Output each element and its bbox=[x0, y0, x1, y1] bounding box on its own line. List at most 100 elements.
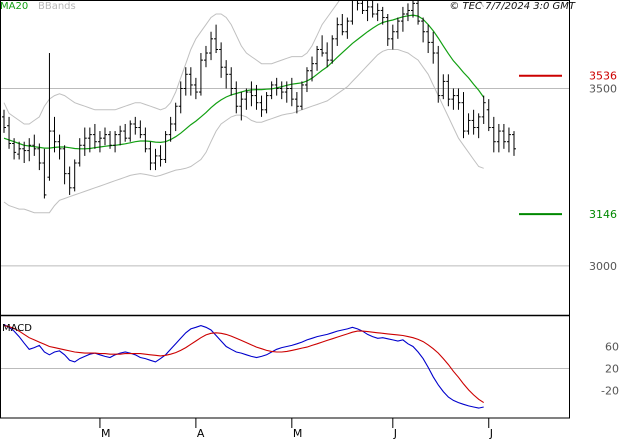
price-bar bbox=[356, 0, 360, 11]
price-bar bbox=[173, 102, 178, 132]
price-bar bbox=[365, 0, 370, 22]
price-bar bbox=[284, 81, 289, 103]
price-bar bbox=[360, 0, 365, 14]
price-bar bbox=[375, 3, 380, 22]
macd-title: MACD bbox=[2, 323, 32, 334]
price-tick-label: 3000 bbox=[589, 260, 617, 273]
price-levels: 3536 3146 bbox=[519, 70, 617, 221]
price-bar bbox=[214, 24, 219, 54]
price-bar bbox=[87, 127, 92, 153]
price-bar bbox=[198, 53, 203, 96]
price-bar bbox=[168, 116, 173, 142]
price-bar bbox=[133, 116, 138, 135]
price-bar bbox=[203, 45, 208, 68]
price-bar bbox=[411, 0, 416, 18]
price-bar bbox=[274, 77, 279, 96]
price-bar bbox=[491, 116, 496, 153]
price-bar bbox=[47, 53, 52, 181]
price-bar bbox=[330, 35, 335, 64]
price-tick-label: 3500 bbox=[589, 83, 617, 96]
price-bar bbox=[476, 113, 481, 139]
price-bar bbox=[239, 92, 244, 121]
price-grid bbox=[0, 88, 569, 267]
bb-upper-line bbox=[3, 0, 485, 125]
price-bar bbox=[72, 159, 77, 192]
chart-frame bbox=[0, 0, 570, 419]
price-panel: 3536 3146 3500 3000 bbox=[0, 0, 617, 273]
bbands-legend: BBands bbox=[38, 1, 76, 12]
price-bar bbox=[390, 24, 395, 50]
price-bar bbox=[22, 141, 27, 163]
price-bar bbox=[385, 14, 390, 46]
macd-lines bbox=[3, 324, 485, 409]
price-bar bbox=[289, 77, 294, 107]
price-bar bbox=[395, 17, 400, 39]
price-bar bbox=[441, 74, 446, 100]
price-bar bbox=[451, 88, 456, 110]
signal-line bbox=[3, 325, 485, 404]
price-bar bbox=[501, 123, 506, 149]
price-bar bbox=[42, 148, 47, 199]
price-bar bbox=[400, 6, 405, 32]
ma20-legend: MA20 bbox=[0, 1, 28, 12]
bb-lower-line bbox=[3, 49, 484, 214]
price-bar bbox=[82, 127, 87, 156]
price-bar bbox=[148, 141, 153, 171]
price-bar bbox=[244, 88, 249, 110]
macd-tick-label: 20 bbox=[605, 363, 619, 376]
price-bars bbox=[2, 0, 516, 199]
price-bar bbox=[259, 95, 264, 117]
time-tick-label: M bbox=[293, 427, 303, 440]
macd-tick-label: 60 bbox=[605, 341, 619, 354]
price-bar bbox=[446, 74, 451, 107]
price-bar bbox=[32, 134, 37, 156]
price-bar bbox=[224, 60, 229, 89]
price-bar bbox=[118, 125, 123, 146]
price-bar bbox=[27, 138, 32, 162]
price-bar bbox=[153, 148, 158, 171]
copyright-notice: © TEC 7/7/2024 3:0 GMT bbox=[449, 1, 576, 12]
price-bar bbox=[158, 145, 163, 167]
ma20-polyline bbox=[3, 14, 485, 150]
price-bar bbox=[229, 67, 234, 96]
price-bar bbox=[219, 42, 224, 78]
price-bar bbox=[97, 131, 102, 153]
time-tick-label: J bbox=[489, 427, 493, 440]
price-bar bbox=[294, 92, 299, 114]
price-bar bbox=[128, 120, 133, 142]
price-bar bbox=[143, 127, 148, 153]
price-bar bbox=[234, 81, 239, 114]
price-bar bbox=[496, 123, 501, 153]
price-bar bbox=[279, 81, 284, 100]
price-bar bbox=[426, 24, 431, 54]
macd-line bbox=[3, 324, 484, 409]
price-bar bbox=[57, 134, 62, 160]
price-bar bbox=[138, 120, 143, 139]
price-bar bbox=[77, 138, 82, 167]
price-bar bbox=[466, 113, 471, 135]
price-bar bbox=[108, 131, 113, 149]
macd-tick-label: -20 bbox=[601, 385, 619, 398]
macd-panel: 60 20 -20 MACD bbox=[0, 323, 619, 409]
resistance-label: 3536 bbox=[589, 70, 617, 83]
price-bar bbox=[52, 116, 57, 153]
price-bar bbox=[2, 109, 6, 133]
price-bar bbox=[183, 67, 188, 96]
price-bar bbox=[102, 127, 107, 146]
price-bar bbox=[209, 31, 214, 61]
price-bar bbox=[370, 0, 375, 18]
price-bar bbox=[512, 131, 516, 156]
price-bar bbox=[123, 123, 128, 142]
price-bar bbox=[320, 35, 325, 57]
price-bar bbox=[188, 67, 193, 96]
price-bar bbox=[405, 3, 410, 22]
price-axis: 3500 3000 bbox=[589, 83, 617, 273]
price-bar bbox=[340, 14, 345, 36]
price-bar bbox=[325, 42, 330, 68]
price-bar bbox=[304, 67, 309, 93]
time-tick-label: A bbox=[197, 427, 205, 440]
price-bar bbox=[12, 138, 17, 160]
price-bar bbox=[17, 141, 22, 160]
price-bar bbox=[193, 77, 198, 100]
